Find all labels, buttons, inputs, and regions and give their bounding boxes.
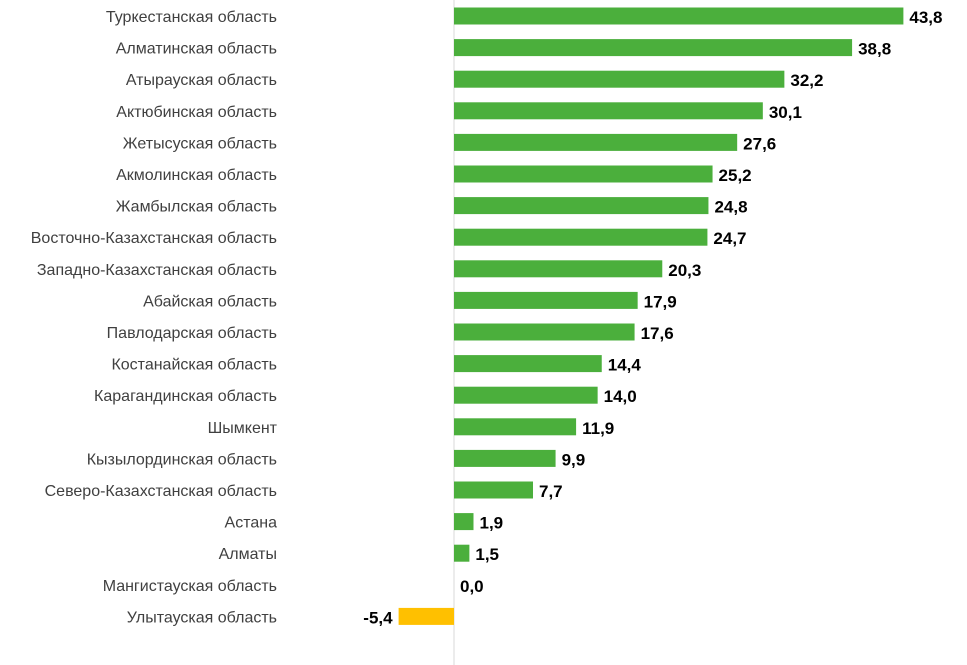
category-label: Жетысуская область <box>123 135 277 152</box>
category-label: Туркестанская область <box>106 9 277 26</box>
data-label: 38,8 <box>858 40 891 59</box>
category-label: Атырауская область <box>126 72 277 89</box>
bar <box>454 481 534 499</box>
data-label: 27,6 <box>743 134 776 153</box>
bar <box>454 260 663 278</box>
bar <box>454 133 738 151</box>
bar <box>454 449 556 467</box>
bar <box>454 291 638 309</box>
data-label: 14,4 <box>608 356 642 375</box>
category-label: Алматы <box>219 546 277 563</box>
data-label: 7,7 <box>539 482 563 501</box>
category-label: Шымкент <box>208 420 278 437</box>
data-label: 17,9 <box>644 292 677 311</box>
bar <box>454 197 709 215</box>
data-label: -5,4 <box>363 608 393 627</box>
bar <box>454 323 635 341</box>
bar <box>454 355 602 373</box>
bar <box>454 165 713 183</box>
bar <box>454 102 763 120</box>
data-label: 9,9 <box>562 450 586 469</box>
category-label: Мангистауская область <box>103 578 277 595</box>
category-label: Карагандинская область <box>94 388 277 405</box>
data-label: 20,3 <box>668 261 701 280</box>
data-label: 30,1 <box>769 103 802 122</box>
data-label: 32,2 <box>790 71 823 90</box>
data-label: 24,7 <box>713 229 746 248</box>
bar <box>454 70 785 88</box>
bar <box>454 513 474 531</box>
data-label: 24,8 <box>714 198 747 217</box>
data-label: 0,0 <box>460 577 484 596</box>
data-label: 1,5 <box>475 545 499 564</box>
data-label: 25,2 <box>719 166 752 185</box>
category-label: Северо-Казахстанская область <box>45 483 277 500</box>
bar <box>454 7 904 25</box>
bar <box>454 228 708 246</box>
bar <box>454 544 470 562</box>
data-label: 17,6 <box>641 324 674 343</box>
category-label: Костанайская область <box>111 357 277 374</box>
bar <box>454 386 598 404</box>
category-label: Жамбылская область <box>116 199 277 216</box>
category-label: Улытауская область <box>127 609 277 626</box>
data-label: 14,0 <box>604 387 637 406</box>
category-label: Абайская область <box>143 293 277 310</box>
category-label: Астана <box>225 515 278 532</box>
category-label: Западно-Казахстанская область <box>37 262 277 279</box>
category-label: Алматинская область <box>116 41 277 58</box>
bar <box>454 39 853 57</box>
data-label: 1,9 <box>479 514 503 533</box>
bar <box>398 607 454 625</box>
category-label: Акмолинская область <box>116 167 277 184</box>
category-label: Павлодарская область <box>107 325 277 342</box>
category-label: Восточно-Казахстанская область <box>31 230 277 247</box>
data-label: 43,8 <box>909 8 942 27</box>
data-label: 11,9 <box>582 419 614 438</box>
bar <box>454 418 577 436</box>
category-label: Актюбинская область <box>116 104 277 121</box>
category-label: Кызылординская область <box>87 451 277 468</box>
